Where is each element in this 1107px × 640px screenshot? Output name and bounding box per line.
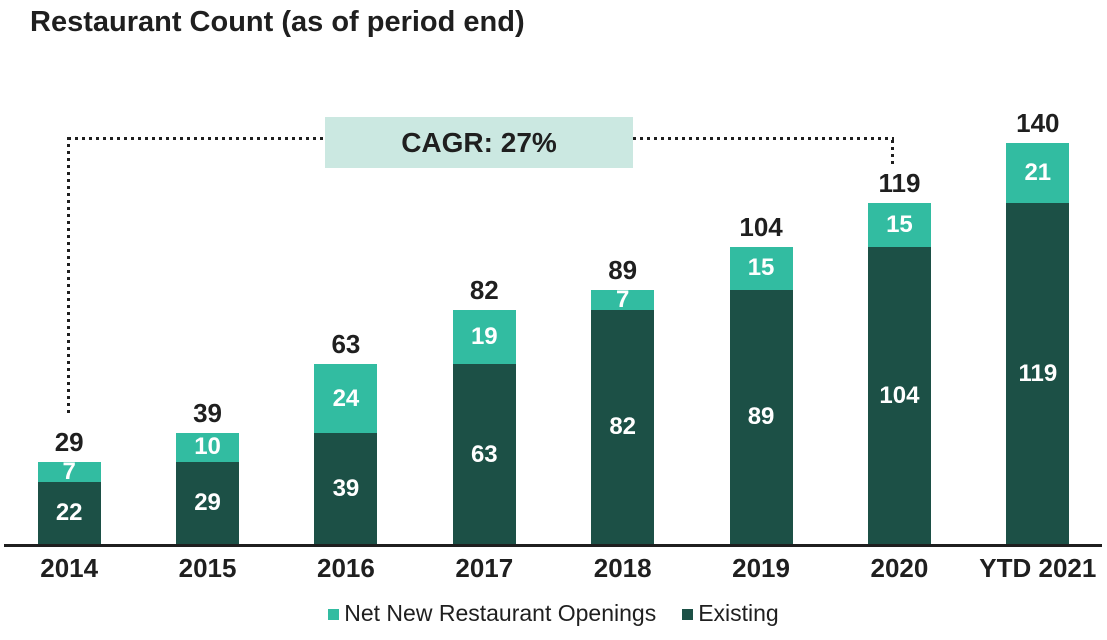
x-axis-labels: 2014 2015 2016 2017 2018 2019 2020 YTD 2021 xyxy=(0,553,1107,584)
total-label: 119 xyxy=(878,168,921,199)
bar-segment-existing: 22 xyxy=(37,481,101,545)
stacked-bar: 24 39 xyxy=(314,364,378,545)
x-axis-label: YTD 2021 xyxy=(979,553,1097,583)
total-label: 29 xyxy=(54,426,84,457)
legend-swatch-net-new xyxy=(328,609,340,620)
bar-segment-existing: 39 xyxy=(314,433,378,545)
bar-segment-net-new: 7 xyxy=(591,287,655,311)
x-axis-label: 2020 xyxy=(870,553,929,583)
bar-segment-net-new: 7 xyxy=(37,459,101,483)
total-label: 63 xyxy=(331,329,361,360)
bar-column: 82 19 63 xyxy=(415,0,553,545)
bar-segment-net-new: 19 xyxy=(452,309,516,365)
total-label: 82 xyxy=(469,274,499,305)
stacked-bar: 15 89 xyxy=(729,246,793,545)
page-title: Restaurant Count (as of period end) xyxy=(30,6,525,38)
bar-column: 39 10 29 xyxy=(138,0,276,545)
stacked-bar: 10 29 xyxy=(176,433,240,545)
legend-item: Net New Restaurant Openings xyxy=(328,600,656,627)
dotted-connector-left-horizontal xyxy=(68,137,325,140)
bar-segment-net-new: 15 xyxy=(729,246,793,290)
legend-label: Net New Restaurant Openings xyxy=(344,600,657,626)
bar-segment-existing: 104 xyxy=(867,246,931,545)
cagr-label: CAGR: 27% xyxy=(401,126,557,158)
bar-segment-existing: 63 xyxy=(452,364,516,545)
bar-segment-net-new: 15 xyxy=(867,203,931,247)
legend-swatch-existing xyxy=(682,609,694,620)
x-axis-line xyxy=(4,544,1102,547)
bars-area: 29 7 22 39 10 29 63 24 39 82 19 63 89 7 82 104 15 89 119 15… xyxy=(0,0,1107,545)
x-axis-label: 2019 xyxy=(732,553,790,583)
cagr-callout-box: CAGR: 27% xyxy=(325,117,633,168)
total-label: 140 xyxy=(1016,108,1060,139)
stacked-bar: 15 104 xyxy=(867,203,931,545)
legend-item: Existing xyxy=(682,600,779,627)
dotted-connector-left-vertical xyxy=(67,137,70,417)
bar-segment-net-new: 21 xyxy=(1006,143,1070,204)
bar-column: 89 7 82 xyxy=(554,0,692,545)
total-label: 104 xyxy=(739,211,783,242)
total-label: 39 xyxy=(193,398,223,429)
stacked-bar: 7 82 xyxy=(591,287,655,545)
x-axis-label: 2017 xyxy=(455,553,514,583)
bar-segment-net-new: 10 xyxy=(176,433,240,462)
stacked-bar: 7 22 xyxy=(37,459,101,545)
bar-column: 119 15 104 xyxy=(830,0,968,545)
bar-column: 29 7 22 xyxy=(0,0,138,545)
bar-segment-existing: 89 xyxy=(729,289,793,545)
bar-segment-existing: 29 xyxy=(176,461,240,545)
bar-column: 104 15 89 xyxy=(692,0,830,545)
dotted-connector-right-vertical xyxy=(891,140,894,168)
x-axis-label: 2014 xyxy=(40,553,99,583)
bar-segment-existing: 119 xyxy=(1006,203,1070,545)
legend: Net New Restaurant Openings Existing xyxy=(0,600,1107,627)
bar-column: 63 24 39 xyxy=(277,0,415,545)
stacked-bar: 19 63 xyxy=(452,309,516,545)
bar-column: 140 21 119 xyxy=(969,0,1107,545)
legend-label: Existing xyxy=(698,600,779,626)
stacked-bar: 21 119 xyxy=(1006,143,1070,545)
total-label: 89 xyxy=(608,254,638,285)
x-axis-label: 2016 xyxy=(317,553,375,583)
bar-segment-existing: 82 xyxy=(591,309,655,545)
x-axis-label: 2018 xyxy=(593,553,652,583)
dotted-connector-right-horizontal xyxy=(633,137,894,140)
bar-segment-net-new: 24 xyxy=(314,364,378,434)
x-axis-label: 2015 xyxy=(178,553,237,583)
